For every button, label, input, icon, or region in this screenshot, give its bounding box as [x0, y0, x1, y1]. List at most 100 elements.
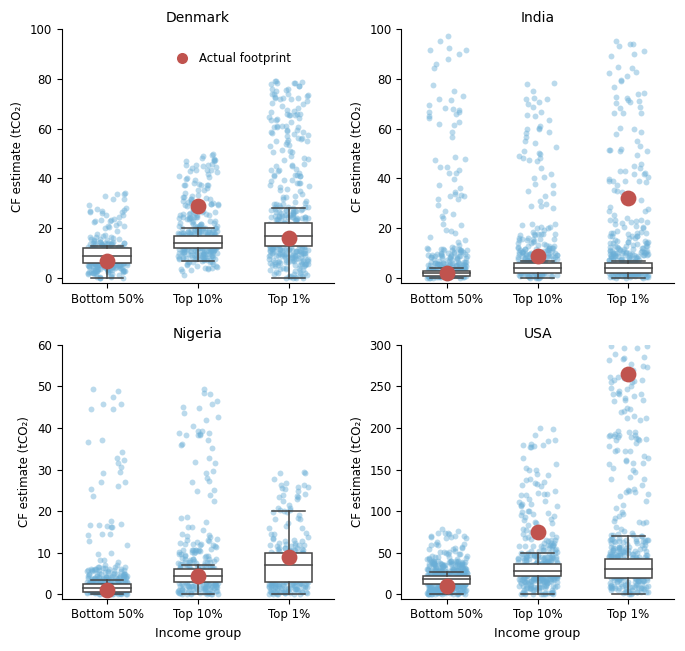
Point — [516, 247, 527, 257]
Point — [453, 49, 464, 59]
Point — [612, 445, 623, 455]
Point — [630, 467, 641, 478]
Point — [611, 180, 622, 191]
Point — [266, 581, 277, 591]
Point — [101, 572, 112, 582]
Point — [616, 572, 627, 582]
Point — [634, 163, 645, 173]
Point — [295, 221, 306, 232]
Point — [92, 579, 103, 590]
Point — [288, 566, 299, 576]
Point — [204, 231, 215, 242]
Point — [85, 587, 96, 597]
Point — [425, 581, 436, 592]
Point — [303, 482, 314, 492]
Point — [530, 572, 540, 583]
Point — [620, 269, 631, 279]
Point — [643, 271, 653, 282]
Point — [634, 435, 645, 445]
Point — [82, 587, 93, 598]
Point — [534, 148, 545, 158]
Point — [97, 575, 108, 585]
Point — [603, 552, 614, 562]
Point — [104, 577, 115, 588]
Point — [639, 583, 650, 594]
Y-axis label: CF estimate (tCO₂): CF estimate (tCO₂) — [351, 416, 364, 527]
Point — [92, 248, 103, 258]
Point — [545, 553, 556, 563]
Point — [297, 228, 308, 238]
Point — [88, 245, 99, 255]
Point — [523, 257, 534, 268]
Point — [294, 560, 305, 570]
Point — [617, 561, 628, 572]
Point — [120, 562, 131, 572]
Point — [120, 582, 131, 592]
Point — [288, 255, 299, 265]
Point — [449, 270, 460, 281]
Point — [299, 242, 310, 252]
Point — [190, 212, 201, 223]
Point — [269, 514, 280, 524]
Point — [84, 577, 95, 587]
Point — [273, 572, 284, 583]
Point — [114, 218, 125, 229]
Point — [439, 245, 450, 255]
Point — [91, 260, 102, 271]
Point — [271, 122, 282, 132]
Point — [434, 565, 445, 575]
Point — [534, 560, 545, 570]
Point — [88, 579, 99, 590]
Point — [292, 245, 303, 256]
Point — [430, 576, 441, 587]
Point — [112, 226, 123, 236]
Point — [548, 563, 559, 574]
Point — [548, 563, 559, 574]
Point — [454, 570, 465, 580]
Point — [266, 237, 277, 247]
Point — [288, 268, 299, 279]
Point — [530, 562, 541, 573]
Point — [606, 251, 616, 261]
Point — [179, 238, 190, 249]
Point — [517, 246, 528, 256]
Point — [82, 251, 93, 262]
Point — [610, 248, 621, 258]
Point — [89, 583, 100, 594]
Point — [643, 489, 653, 499]
Point — [199, 585, 210, 595]
Point — [269, 121, 279, 132]
Point — [532, 567, 543, 577]
Point — [548, 258, 559, 268]
Point — [618, 268, 629, 278]
Point — [434, 563, 445, 574]
Point — [88, 261, 99, 271]
Point — [201, 238, 212, 249]
Point — [607, 565, 618, 575]
Point — [87, 250, 98, 260]
Point — [634, 571, 645, 581]
Point — [276, 560, 287, 570]
Point — [264, 236, 275, 246]
Point — [92, 244, 103, 255]
Point — [530, 564, 540, 575]
Point — [105, 578, 116, 589]
Point — [604, 242, 615, 253]
Point — [195, 539, 206, 549]
Point — [191, 584, 202, 594]
Point — [195, 540, 206, 550]
Point — [609, 566, 620, 576]
Point — [194, 236, 205, 247]
Point — [525, 560, 536, 570]
Point — [519, 561, 530, 572]
Point — [92, 264, 103, 274]
Point — [525, 567, 536, 577]
Point — [97, 258, 108, 268]
Point — [282, 229, 292, 240]
Point — [532, 552, 543, 562]
Point — [296, 252, 307, 262]
Point — [623, 229, 634, 240]
Point — [532, 582, 543, 592]
Point — [201, 237, 212, 247]
Point — [451, 260, 462, 271]
